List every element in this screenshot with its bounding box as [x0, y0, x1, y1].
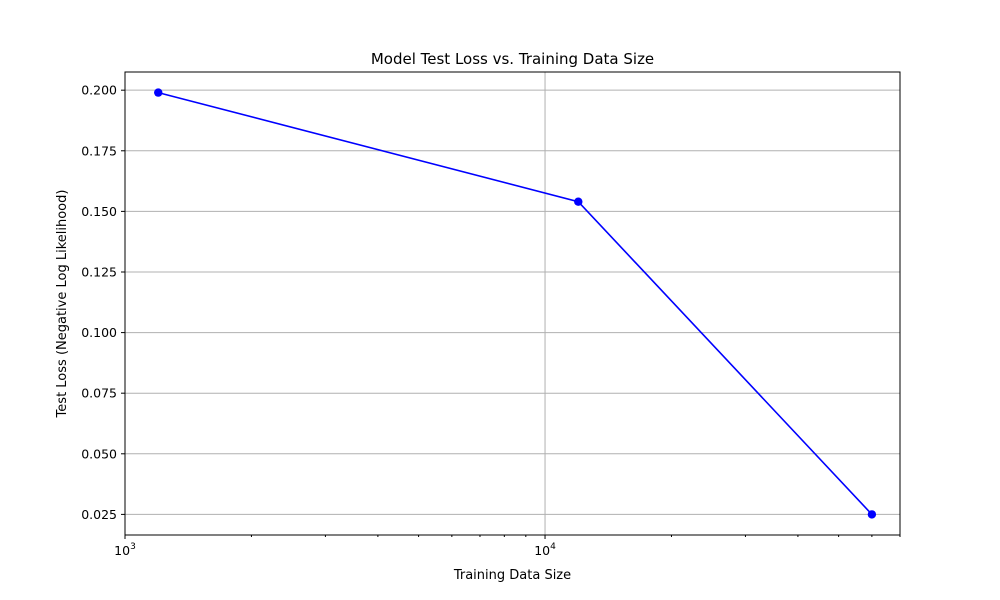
x-tick-label: 103 [114, 542, 136, 558]
x-tick-base: 10 [114, 543, 130, 558]
y-tick-label: 0.150 [81, 204, 117, 219]
y-axis-label: Test Loss (Negative Log Likelihood) [55, 190, 70, 419]
y-tick-label: 0.175 [81, 143, 117, 158]
data-point [574, 197, 583, 206]
x-tick-exponent: 3 [130, 542, 136, 552]
tick-layer: 0.025 0.050 0.075 0.100 0.125 0.150 0.175 0.200… [81, 83, 901, 558]
y-tick-label: 0.125 [81, 264, 117, 279]
data-point [154, 88, 163, 97]
y-tick-label: 0.200 [81, 83, 117, 98]
chart-title: Model Test Loss vs. Training Data Size [371, 50, 654, 68]
x-axis-label: Training Data Size [453, 568, 571, 583]
data-point [867, 510, 877, 519]
plot-area-frame [124, 71, 901, 536]
x-tick-base: 10 [534, 543, 550, 558]
y-tick-label: 0.025 [81, 507, 117, 522]
x-tick-label: 104 [534, 542, 556, 558]
series-layer [154, 88, 877, 519]
y-tick-label: 0.100 [81, 325, 117, 340]
y-tick-label: 0.075 [81, 386, 117, 401]
y-tick-label: 0.050 [81, 446, 117, 461]
x-tick-exponent: 4 [550, 542, 556, 552]
